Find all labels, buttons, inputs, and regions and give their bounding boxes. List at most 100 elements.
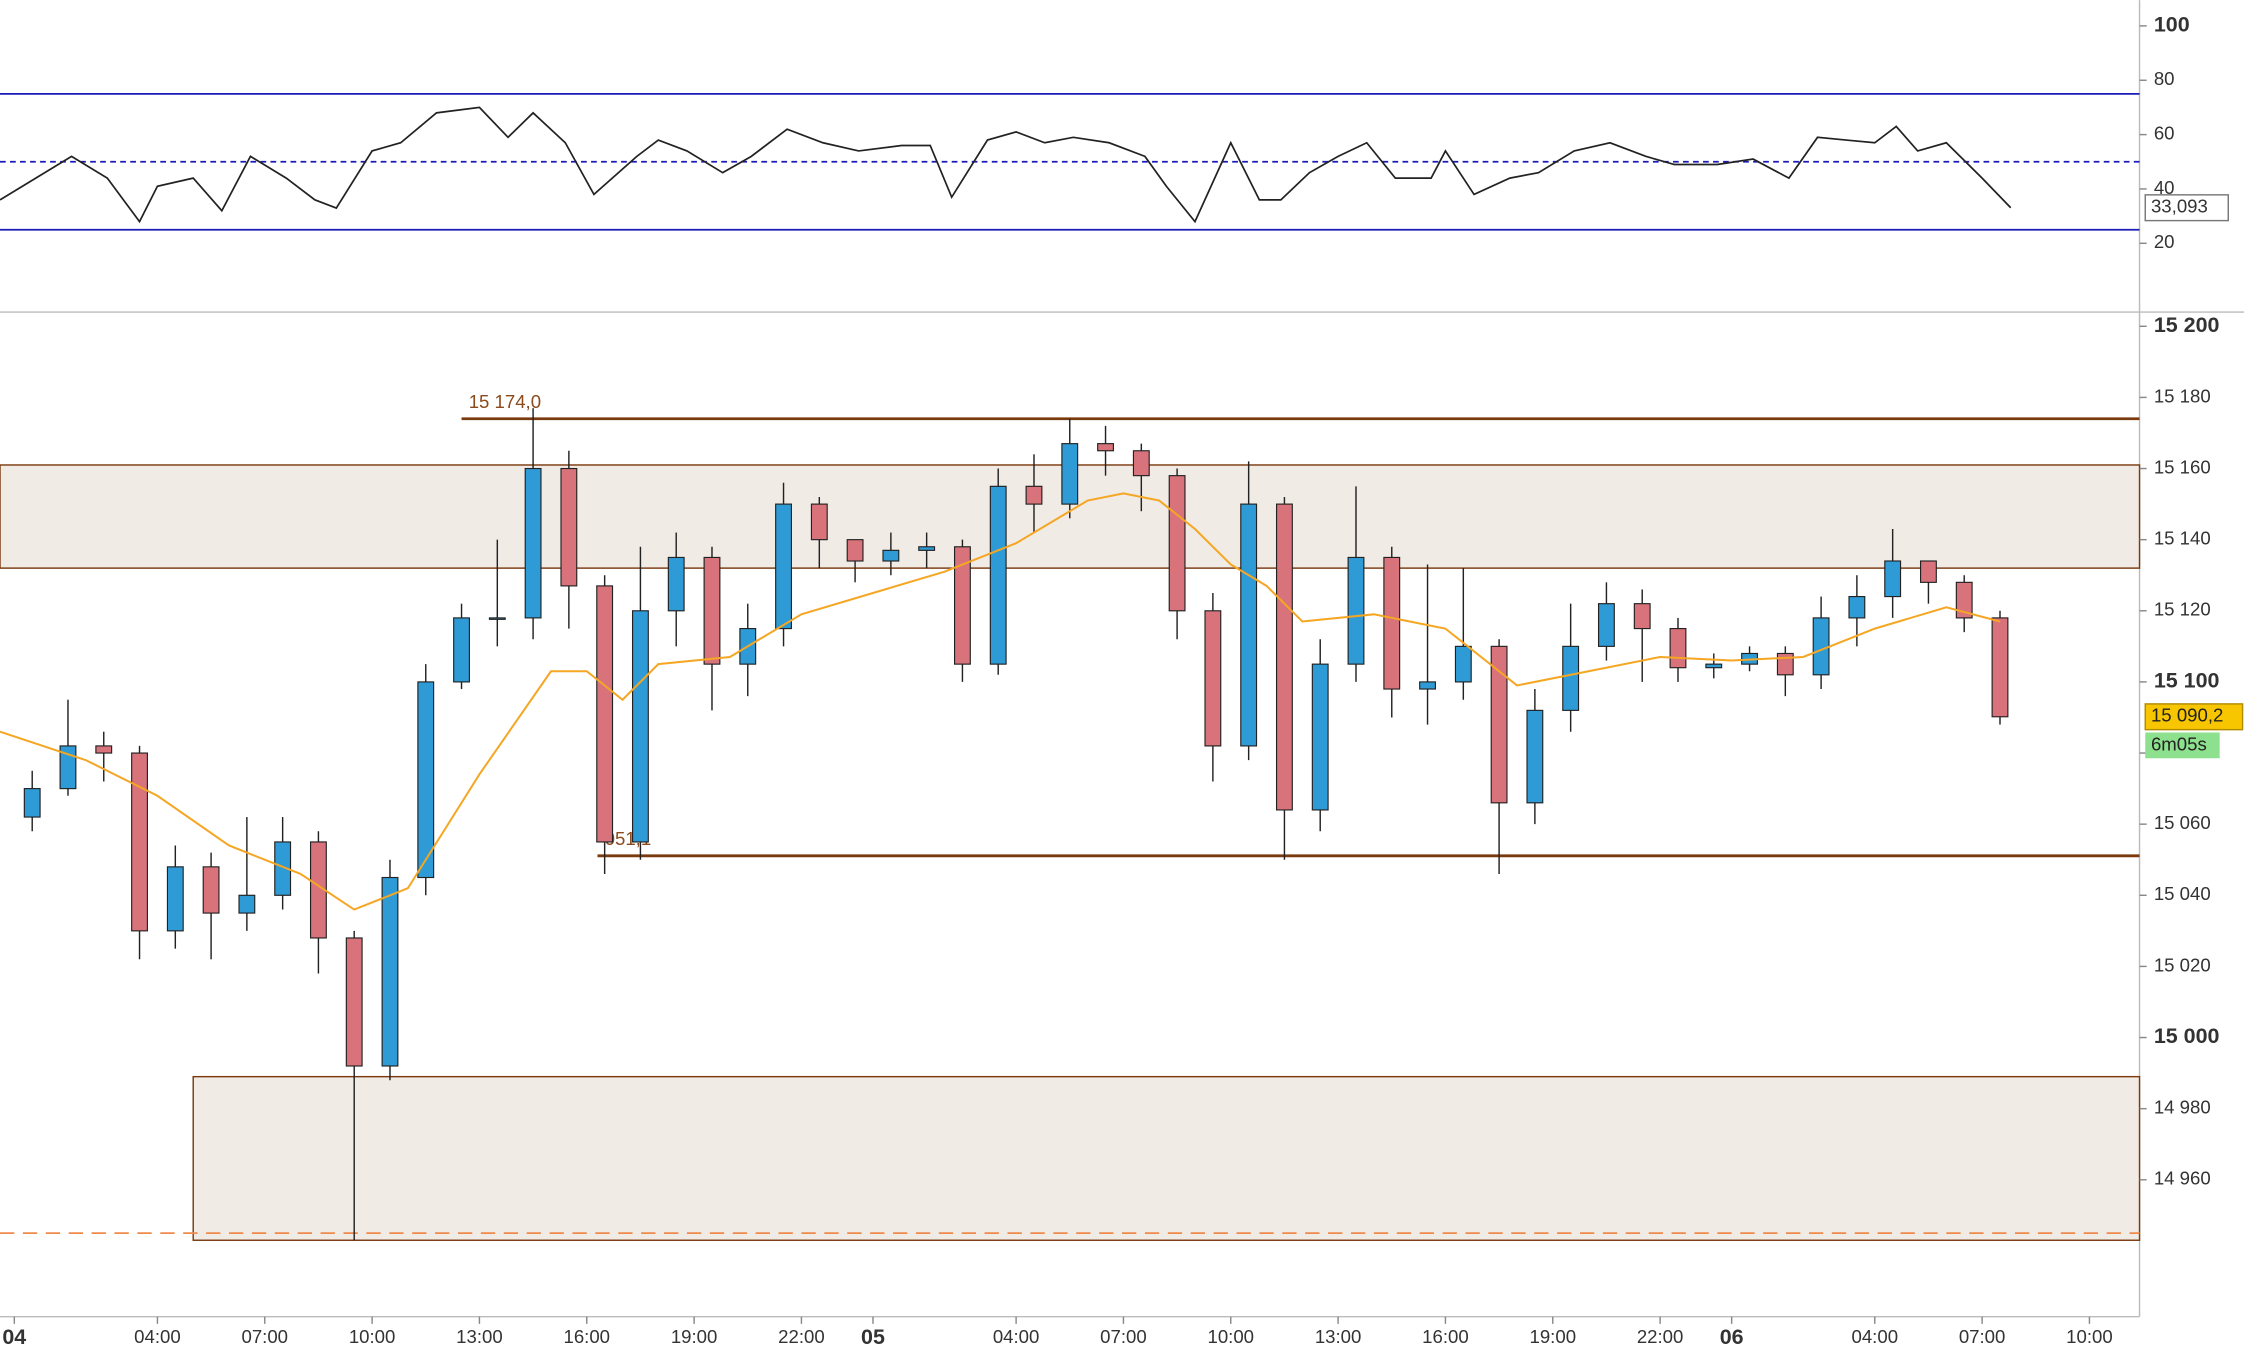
y-tick-label: 15 160 [2154, 456, 2211, 477]
x-tick-label: 10:00 [1207, 1326, 1254, 1347]
candle-body [989, 485, 1007, 665]
y-tick-label: 15 140 [2154, 528, 2211, 549]
candle-body [1812, 617, 1830, 676]
y-tick-label: 14 960 [2154, 1168, 2211, 1189]
candle-body [23, 788, 41, 818]
x-tick-label: 10:00 [349, 1326, 396, 1347]
rsi-line [0, 106, 2012, 224]
x-tick-label: 19:00 [671, 1326, 718, 1347]
y-tick-label: 40 [2154, 177, 2175, 198]
candle-body [1526, 709, 1544, 804]
moving-average [0, 492, 2001, 911]
x-tick-label: 06 [1720, 1325, 1744, 1349]
y-tick-label: 14 980 [2154, 1097, 2211, 1118]
y-tick-label: 15 200 [2154, 313, 2220, 337]
x-tick-label: 16:00 [563, 1326, 610, 1347]
candle-body [1848, 595, 1866, 619]
x-tick-label: 16:00 [1422, 1326, 1469, 1347]
candle-body [202, 866, 220, 914]
candle-body [453, 617, 470, 683]
last-value-tag [2144, 194, 2229, 222]
y-tick-label: 20 [2154, 231, 2175, 252]
candle-body [381, 876, 399, 1067]
countdown-label: 6m05s [2151, 733, 2207, 754]
candle-body [1275, 503, 1293, 811]
candle-body [1097, 443, 1114, 452]
x-tick-label: 04:00 [993, 1326, 1040, 1347]
candle-body [1454, 645, 1472, 683]
candle-body [1383, 556, 1401, 690]
candle-body [1633, 603, 1651, 630]
x-tick-label: 22:00 [1637, 1326, 1684, 1347]
candle-body [953, 546, 971, 665]
candle-body [1204, 610, 1222, 747]
candle-body [131, 752, 148, 932]
candle-body [1240, 503, 1258, 747]
candle-body [1991, 617, 2009, 718]
candle-body [1705, 663, 1723, 669]
candle-body [1311, 663, 1329, 811]
y-tick-label: 15 020 [2154, 954, 2211, 975]
candle-body [703, 556, 721, 665]
candle-body [166, 866, 184, 932]
y-tick-label: 100 [2154, 13, 2190, 37]
candle-body [882, 549, 900, 562]
x-tick-label: 10:00 [2066, 1326, 2113, 1347]
candle-body [560, 467, 578, 587]
candle-body [238, 894, 256, 914]
candle-body [667, 556, 685, 612]
candle-body [1490, 645, 1508, 804]
candle-body [846, 539, 864, 562]
x-tick-label: 05 [861, 1325, 885, 1349]
candle-body [1919, 560, 1937, 583]
y-tick-label: 15 040 [2154, 883, 2211, 904]
candle-body [1597, 603, 1615, 647]
level-label: 15 174,0 [469, 391, 541, 412]
candle-body [1419, 681, 1436, 690]
x-tick-label: 04 [2, 1325, 26, 1349]
x-tick-label: 07:00 [1959, 1326, 2006, 1347]
candle-body [775, 503, 792, 630]
y-tick-label: 15 060 [2154, 812, 2211, 833]
x-tick-label: 04:00 [134, 1326, 181, 1347]
candle-body [59, 745, 77, 790]
y-tick-label: 15 000 [2154, 1024, 2220, 1048]
candle-body [1955, 581, 1973, 619]
candle-body [810, 503, 828, 541]
candle-body [631, 610, 649, 843]
y-tick-label: 60 [2154, 123, 2175, 144]
candle-body [596, 585, 614, 843]
y-tick-label: 15 180 [2154, 385, 2211, 406]
x-tick-label: 07:00 [241, 1326, 288, 1347]
candle-body [95, 745, 113, 754]
last-price-tag [2144, 703, 2244, 731]
last-value-label: 33,093 [2151, 196, 2208, 217]
countdown-tag [2145, 732, 2220, 759]
candle-body [1061, 443, 1079, 505]
candle-body [524, 467, 542, 619]
x-tick-label: 13:00 [1315, 1326, 1362, 1347]
candle-body [1347, 556, 1365, 665]
candle-body [1669, 627, 1687, 669]
y-tick-label: 80 [2154, 68, 2175, 89]
zone [192, 1075, 2141, 1241]
x-tick-label: 19:00 [1530, 1326, 1577, 1347]
y-tick-label: 15 120 [2154, 599, 2211, 620]
x-tick-label: 22:00 [778, 1326, 825, 1347]
candle-body [417, 681, 435, 879]
x-tick-label: 13:00 [456, 1326, 503, 1347]
candle-body [1025, 485, 1043, 505]
x-tick-label: 07:00 [1100, 1326, 1147, 1347]
candle-body [274, 841, 292, 896]
candle-body [1168, 475, 1186, 612]
candle-body [1562, 645, 1580, 711]
candle-body [1132, 450, 1150, 477]
candle-body [488, 617, 506, 620]
candle-body [345, 937, 363, 1067]
y-tick-label: 15 100 [2154, 669, 2220, 693]
x-tick-label: 04:00 [1852, 1326, 1899, 1347]
last-price-label: 15 090,2 [2151, 705, 2223, 726]
candle-body [918, 546, 936, 551]
